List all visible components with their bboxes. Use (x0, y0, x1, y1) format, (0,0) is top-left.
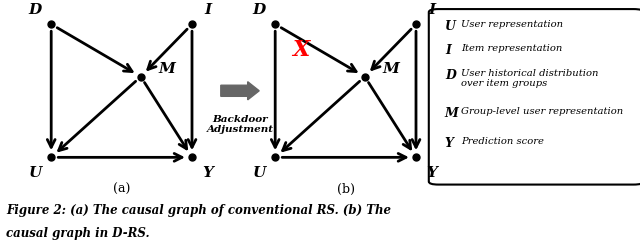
Text: M: M (445, 107, 459, 120)
FancyBboxPatch shape (429, 9, 640, 184)
Text: U: U (29, 167, 42, 181)
Text: Figure 2: (a) The causal graph of conventional RS. (b) The: Figure 2: (a) The causal graph of conven… (6, 204, 392, 217)
Text: M: M (158, 62, 175, 76)
Text: I: I (204, 3, 212, 17)
Text: User historical distribution
over item groups: User historical distribution over item g… (461, 69, 598, 88)
Text: Y: Y (445, 137, 454, 150)
Text: (a): (a) (113, 183, 131, 196)
Text: Backdoor
Adjustment: Backdoor Adjustment (207, 115, 273, 134)
Text: D: D (29, 3, 42, 17)
Text: D: D (445, 69, 456, 82)
FancyArrow shape (221, 82, 259, 100)
Text: M: M (382, 62, 399, 76)
Text: X: X (292, 39, 309, 62)
Text: I: I (428, 3, 436, 17)
Text: causal graph in D-RS.: causal graph in D-RS. (6, 227, 150, 240)
Text: U: U (445, 20, 456, 33)
Text: Prediction score: Prediction score (461, 137, 543, 146)
Text: I: I (445, 44, 451, 57)
Text: Item representation: Item representation (461, 44, 562, 53)
Text: Y: Y (427, 167, 437, 181)
Text: U: U (253, 167, 266, 181)
Text: User representation: User representation (461, 20, 563, 29)
Text: Group-level user representation: Group-level user representation (461, 107, 623, 116)
Text: Y: Y (203, 167, 213, 181)
Text: (b): (b) (337, 183, 355, 196)
Text: D: D (253, 3, 266, 17)
